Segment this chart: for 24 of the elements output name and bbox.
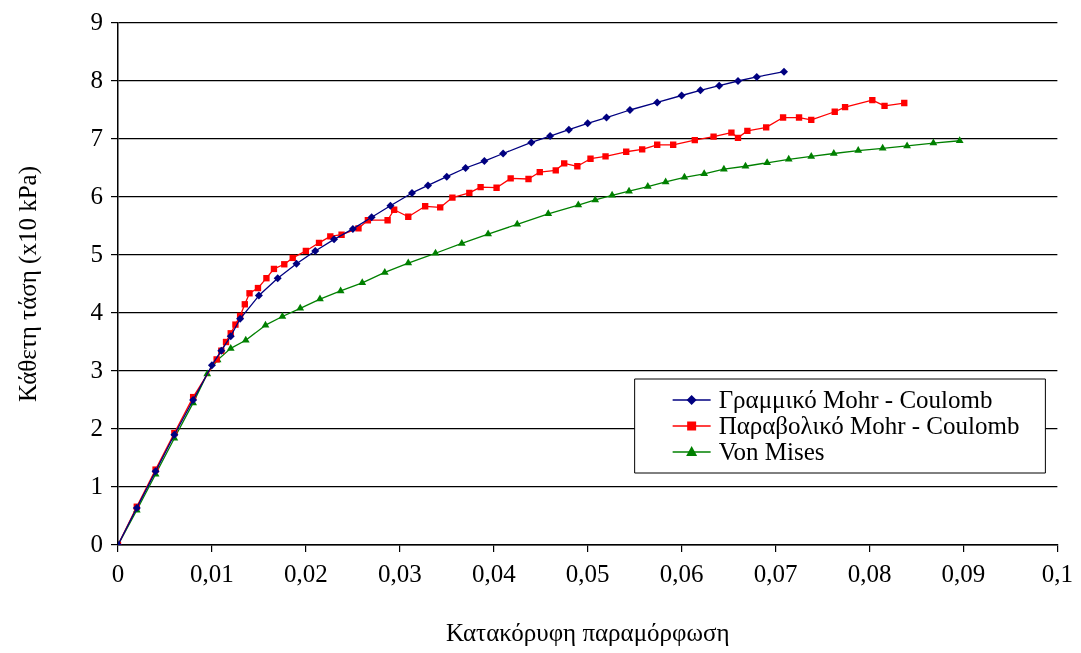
x-tick-label: 0,05 — [565, 559, 610, 587]
y-tick-label: 0 — [90, 529, 103, 557]
x-tick-label: 0 — [111, 559, 125, 587]
x-tick-label: 0,08 — [847, 559, 892, 587]
x-tick-label: 0,1 — [1041, 559, 1073, 587]
y-tick-label: 9 — [90, 7, 103, 35]
y-tick-label: 8 — [90, 65, 103, 93]
y-tick-label: 6 — [90, 181, 103, 209]
x-tick-label: 0,01 — [190, 559, 234, 587]
x-tick-label: 0,03 — [377, 559, 422, 587]
x-axis-title: Κατακόρυφη παραμόρφωση — [445, 618, 730, 646]
legend-label: Γραμμικό Mohr - Coulomb — [718, 385, 993, 413]
y-tick-label: 2 — [90, 413, 103, 441]
y-tick-label: 3 — [90, 355, 103, 383]
y-tick-label: 5 — [90, 239, 103, 267]
x-tick-label: 0,04 — [471, 559, 517, 587]
y-tick-label: 4 — [90, 297, 104, 325]
x-tick-label: 0,06 — [659, 559, 704, 587]
y-axis-title: Κάθετη τάση (x10 kPa) — [13, 166, 42, 402]
y-tick-label: 7 — [90, 123, 103, 151]
x-tick-label: 0,09 — [941, 559, 986, 587]
x-tick-label: 0,07 — [753, 559, 798, 587]
y-tick-label: 1 — [90, 471, 103, 499]
x-tick-label: 0,02 — [284, 559, 328, 587]
